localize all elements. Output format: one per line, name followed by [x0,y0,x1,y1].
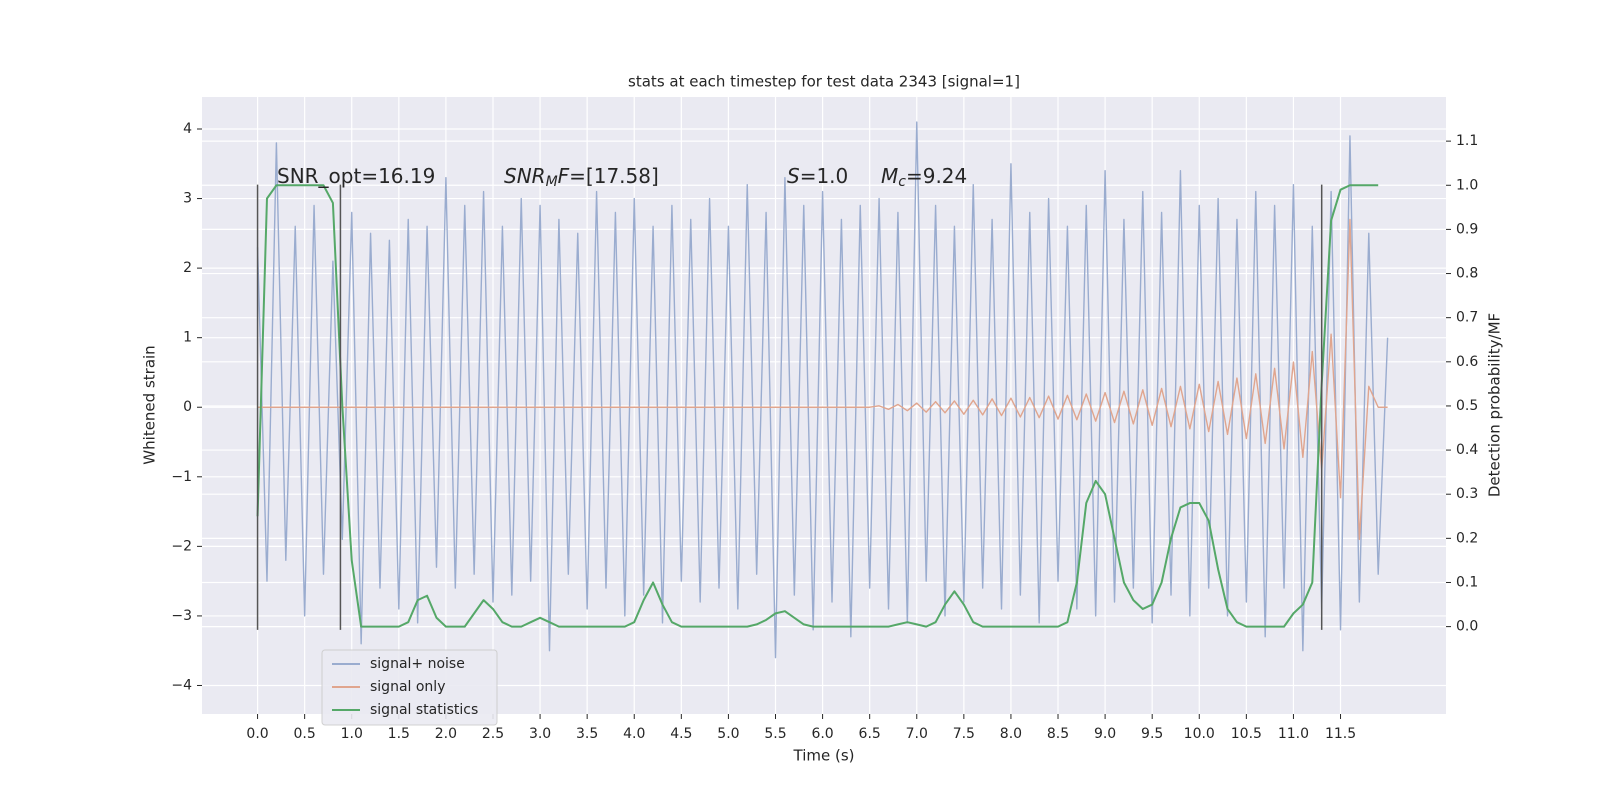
annotation-part: SNR_opt=16.19 [277,164,435,188]
y2-tick-label: 0.8 [1456,266,1478,282]
series-line [257,218,1388,541]
annotation-part: S [787,164,800,188]
legend-label: signal only [370,679,445,695]
annotation: SNRMF=[17.58] [504,164,659,191]
y2-tick-label: 0.2 [1456,530,1478,546]
y2-tick-label: 0.9 [1456,221,1478,237]
y2-tick-label: 1.1 [1456,133,1478,149]
series-line [256,121,1389,659]
y2-tick-label: 0.7 [1456,310,1478,326]
x-tick-label: 6.5 [859,726,881,742]
x-tick-label: 4.5 [670,726,692,742]
x-tick-label: 4.0 [623,726,645,742]
y2-tick-label: 0.3 [1456,486,1478,502]
x-tick-label: 5.5 [764,726,786,742]
y-tick-label: −4 [171,677,192,693]
y2-tick-label: 0.4 [1456,442,1478,458]
x-tick-label: 9.5 [1141,726,1163,742]
annotation-part: F [558,164,570,188]
x-tick-label: 1.5 [388,726,410,742]
annotation-part: c [898,174,906,190]
annotation-part: M [546,174,558,190]
x-axis-label: Time (s) [793,747,855,765]
annotation-part: M [881,164,898,188]
annotation-part: =1.0 [800,164,849,188]
annotation-part: =[17.58] [569,164,659,188]
y-tick-label: −1 [171,469,192,485]
x-tick-label: 0.5 [294,726,316,742]
x-tick-label: 2.5 [482,726,504,742]
y-tick-label: −3 [171,608,192,624]
x-tick-label: 11.5 [1325,726,1356,742]
y2-tick-label: 0.0 [1456,619,1478,635]
x-tick-label: 8.5 [1047,726,1069,742]
y-tick-label: 2 [183,260,192,276]
legend-label: signal statistics [370,702,478,718]
legend-label: signal+ noise [370,656,465,672]
x-tick-label: 2.0 [435,726,457,742]
y2-tick-label: 0.1 [1456,574,1478,590]
chart-title: stats at each timestep for test data 234… [628,73,1020,91]
legend-box [321,649,498,726]
y-tick-label: 4 [183,121,192,137]
y2-axis-label: Detection probability/MF [1486,313,1504,497]
x-tick-label: 10.0 [1184,726,1215,742]
y-tick-label: −2 [171,538,192,554]
x-tick-label: 10.5 [1231,726,1262,742]
x-tick-label: 6.0 [811,726,833,742]
x-tick-label: 9.0 [1094,726,1116,742]
y2-tick-label: 0.5 [1456,398,1478,414]
x-tick-label: 11.0 [1278,726,1309,742]
x-tick-label: 0.0 [246,726,268,742]
x-tick-label: 8.0 [1000,726,1022,742]
x-tick-label: 7.5 [953,726,975,742]
x-tick-label: 3.0 [529,726,551,742]
y-tick-label: 0 [183,399,192,415]
annotation-part: =9.24 [906,164,967,188]
y2-tick-label: 0.6 [1456,354,1478,370]
y2-tick-label: 1.0 [1456,177,1478,193]
y-tick-label: 3 [183,191,192,207]
x-tick-label: 1.0 [341,726,363,742]
annotation-part: SNR [504,164,546,188]
x-tick-label: 3.5 [576,726,598,742]
x-tick-label: 5.0 [717,726,739,742]
series-line [256,184,1379,628]
annotation: SNR_opt=16.19 [277,164,435,188]
y-axis-label: Whitened strain [141,345,159,464]
x-tick-label: 7.0 [906,726,928,742]
y-tick-label: 1 [183,330,192,346]
annotation: S=1.0 [787,164,848,188]
annotation: Mc=9.24 [881,164,967,191]
